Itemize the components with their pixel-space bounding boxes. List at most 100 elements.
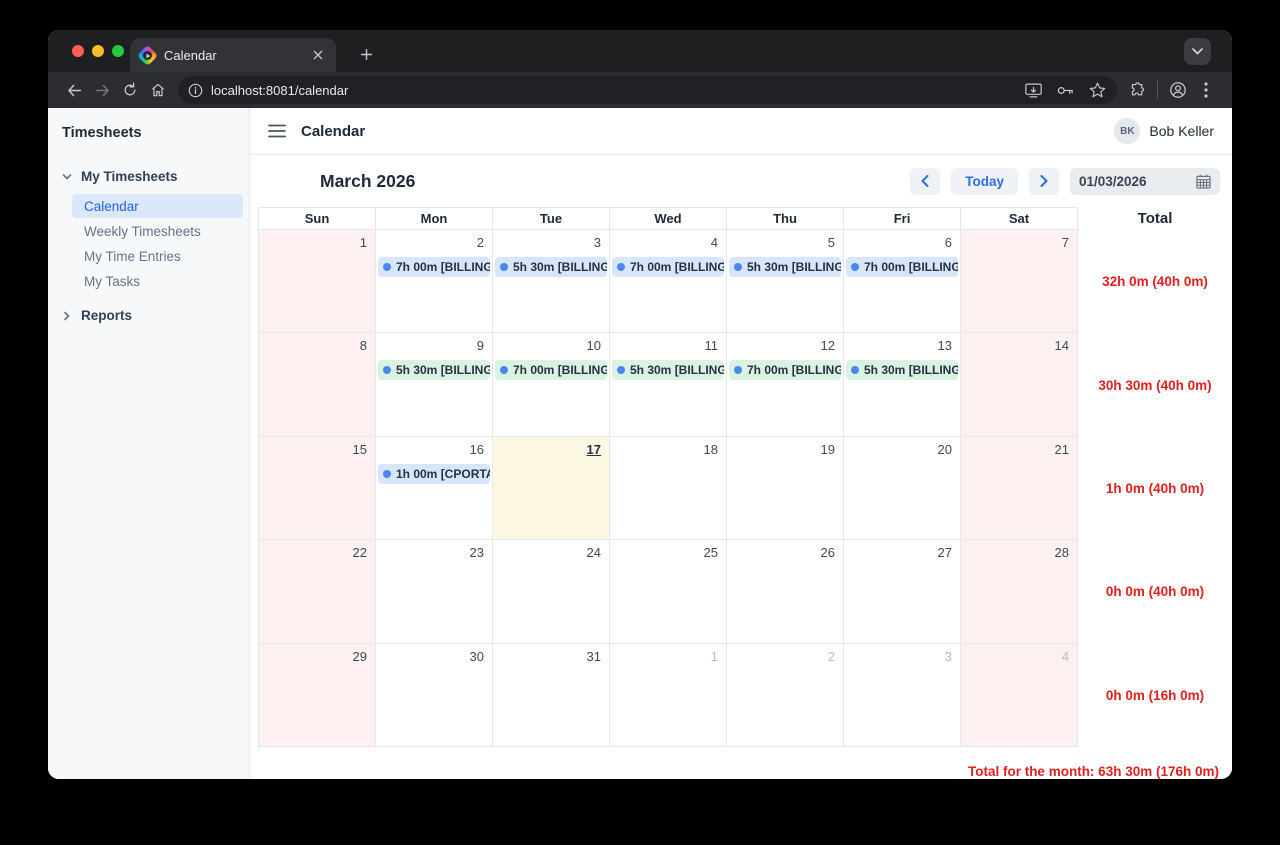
sidebar-section-reports[interactable]: Reports [48, 300, 249, 331]
prev-month-button[interactable] [910, 167, 941, 195]
url-text[interactable]: localhost:8081/calendar [211, 82, 349, 98]
sidebar-item-my-tasks[interactable]: My Tasks [84, 273, 141, 289]
day-number: 30 [469, 648, 484, 664]
day-cell[interactable]: 15 [259, 436, 376, 541]
time-entry-chip[interactable]: 5h 30m [BILLING [612, 360, 724, 381]
calendar-icon[interactable] [1196, 174, 1211, 189]
url-bar[interactable]: localhost:8081/calendar [178, 76, 1117, 104]
day-cell[interactable]: 9 5h 30m [BILLING [376, 333, 493, 437]
cast-install-icon[interactable] [1019, 76, 1047, 104]
tab-search-chevron-icon[interactable] [1184, 38, 1211, 65]
day-cell[interactable]: 29 [259, 643, 376, 747]
tab-title: Calendar [164, 47, 217, 63]
avatar[interactable]: BK [1114, 118, 1141, 144]
extensions-icon[interactable] [1123, 76, 1151, 104]
day-cell[interactable]: 4 [961, 643, 1078, 747]
profile-icon[interactable] [1164, 76, 1192, 104]
sidebar-item-calendar[interactable]: Calendar [72, 194, 243, 218]
browser-menu-kebab-icon[interactable] [1192, 76, 1220, 104]
day-cell[interactable]: 1 [610, 643, 727, 747]
event-dot-icon [851, 366, 859, 375]
day-number: 19 [820, 441, 835, 457]
reload-button[interactable] [116, 76, 144, 104]
day-cell[interactable]: 26 [727, 540, 844, 644]
day-cell[interactable]: 27 [844, 540, 961, 644]
day-cell[interactable]: 6 7h 00m [BILLING [844, 230, 961, 334]
sidebar-item-weekly-timesheets[interactable]: Weekly Timesheets [84, 223, 201, 239]
day-cell[interactable]: 3 5h 30m [BILLING [493, 230, 610, 334]
day-cell[interactable]: 13 5h 30m [BILLING [844, 333, 961, 437]
time-entry-chip[interactable]: 5h 30m [BILLING [495, 257, 607, 277]
day-cell[interactable]: 2 7h 00m [BILLING [376, 230, 493, 334]
week-total: 0h 0m (40h 0m) [1105, 584, 1205, 600]
day-cell[interactable]: 23 [376, 540, 493, 644]
maximize-window-button[interactable] [112, 45, 124, 57]
day-cell[interactable]: 24 [493, 540, 610, 644]
event-dot-icon [734, 366, 742, 375]
time-entry-label: 7h 00m [BILLING [630, 260, 724, 274]
day-cell[interactable]: 19 [727, 436, 844, 541]
day-cell[interactable]: 14 [961, 333, 1078, 437]
day-cell[interactable]: 8 [259, 333, 376, 437]
month-total: Total for the month: 63h 30m (176h 0m) [967, 764, 1219, 779]
hamburger-menu-icon[interactable] [268, 124, 286, 138]
day-cell[interactable]: 1 [259, 230, 376, 334]
time-entry-chip[interactable]: 7h 00m [BILLING [378, 257, 490, 277]
day-cell[interactable]: 11 5h 30m [BILLING [610, 333, 727, 437]
day-number: 1 [710, 648, 718, 664]
sidebar-section-my-timesheets[interactable]: My Timesheets [48, 161, 249, 192]
today-button[interactable]: Today [951, 167, 1018, 195]
day-cell[interactable]: 21 [961, 436, 1078, 541]
day-cell[interactable]: 3 [844, 643, 961, 747]
day-cell[interactable]: 20 [844, 436, 961, 541]
day-cell[interactable]: 7 [961, 230, 1078, 334]
next-month-button[interactable] [1029, 167, 1059, 195]
day-cell[interactable]: 16 1h 00m [CPORTA [376, 436, 493, 541]
day-number: 29 [352, 648, 367, 664]
time-entry-chip[interactable]: 7h 00m [BILLING [729, 360, 841, 381]
day-cell[interactable]: 17 [493, 436, 610, 541]
event-dot-icon [851, 263, 859, 271]
new-tab-button[interactable] [354, 42, 378, 66]
minimize-window-button[interactable] [92, 45, 104, 57]
browser-tab[interactable]: Calendar [130, 38, 336, 72]
day-cell[interactable]: 22 [259, 540, 376, 644]
day-cell[interactable]: 2 [727, 643, 844, 747]
time-entry-chip[interactable]: 5h 30m [BILLING [729, 257, 841, 277]
bookmark-star-icon[interactable] [1083, 76, 1111, 104]
time-entry-label: 7h 00m [BILLING [747, 363, 841, 378]
back-button[interactable] [60, 76, 88, 104]
event-dot-icon [500, 366, 508, 375]
time-entry-chip[interactable]: 1h 00m [CPORTA [378, 463, 490, 484]
time-entry-chip[interactable]: 5h 30m [BILLING [378, 360, 490, 381]
time-entry-chip[interactable]: 7h 00m [BILLING [495, 360, 607, 381]
day-cell[interactable]: 10 7h 00m [BILLING [493, 333, 610, 437]
day-cell[interactable]: 18 [610, 436, 727, 541]
close-window-button[interactable] [72, 45, 84, 57]
time-entry-chip[interactable]: 7h 00m [BILLING [612, 257, 724, 277]
time-entry-label: 5h 30m [BILLING [396, 363, 490, 378]
day-cell[interactable]: 5 5h 30m [BILLING [727, 230, 844, 334]
home-button[interactable] [144, 76, 172, 104]
sidebar-items: Calendar Weekly Timesheets My Time Entries… [48, 192, 249, 300]
page-title: Calendar [301, 122, 366, 140]
time-entry-chip[interactable]: 5h 30m [BILLING [846, 360, 958, 381]
day-number: 31 [586, 648, 601, 664]
tab-close-icon[interactable] [309, 47, 326, 64]
date-picker-value[interactable]: 01/03/2026 [1079, 173, 1147, 189]
day-cell[interactable]: 30 [376, 643, 493, 747]
forward-button[interactable] [88, 76, 116, 104]
sidebar-item-my-time-entries[interactable]: My Time Entries [84, 248, 181, 264]
day-cell[interactable]: 4 7h 00m [BILLING [610, 230, 727, 334]
time-entry-chip[interactable]: 7h 00m [BILLING [846, 257, 958, 277]
day-cell[interactable]: 28 [961, 540, 1078, 644]
user-menu[interactable]: BK Bob Keller [1114, 118, 1214, 144]
password-key-icon[interactable] [1051, 76, 1079, 104]
day-number: 8 [359, 338, 367, 354]
site-info-icon[interactable] [188, 83, 203, 98]
date-picker-field[interactable]: 01/03/2026 [1070, 167, 1220, 195]
day-cell[interactable]: 12 7h 00m [BILLING [727, 333, 844, 437]
day-cell[interactable]: 31 [493, 643, 610, 747]
app-content: Timesheets My Timesheets Calendar Weekly T… [48, 108, 1232, 779]
day-cell[interactable]: 25 [610, 540, 727, 644]
